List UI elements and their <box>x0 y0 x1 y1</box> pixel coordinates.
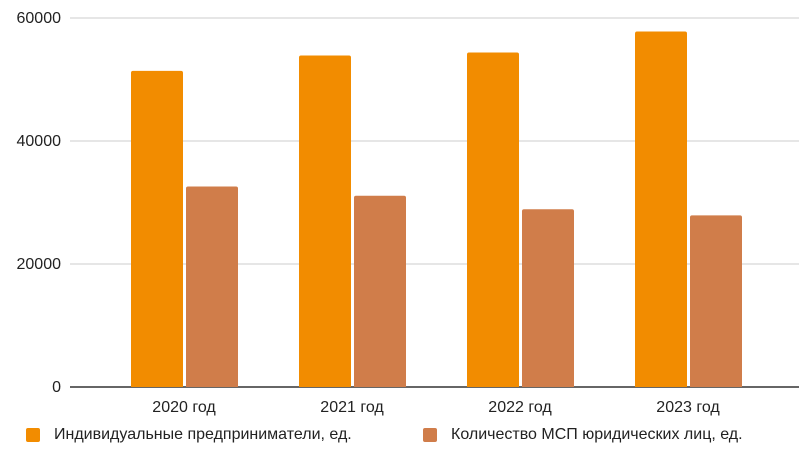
legend-label-sme-legal-entities: Количество МСП юридических лиц, ед. <box>451 426 743 443</box>
legend-swatch-sme-legal-entities <box>423 428 437 442</box>
legend-item-entrepreneurs: Индивидуальные предприниматели, ед. <box>26 426 352 444</box>
bar-sme-legal-entities-2 <box>522 209 574 387</box>
bar-sme-legal-entities-0 <box>186 186 238 387</box>
y-tick-label: 0 <box>52 379 61 396</box>
x-tick-labels: 2020 год 2021 год 2022 год 2023 год <box>152 399 720 416</box>
x-tick-label: 2021 год <box>320 399 384 416</box>
y-tick-label: 60000 <box>17 10 62 27</box>
bar-entrepreneurs-3 <box>635 31 687 388</box>
bars <box>131 31 742 388</box>
y-tick-label: 40000 <box>17 133 62 150</box>
bar-entrepreneurs-2 <box>467 52 519 387</box>
bar-sme-legal-entities-3 <box>690 215 742 387</box>
bar-sme-legal-entities-1 <box>354 195 406 387</box>
bar-chart: 0 20000 40000 60000 2020 год 2021 год 2022 го… <box>17 10 799 416</box>
legend-swatch-entrepreneurs <box>26 428 40 442</box>
legend-label-entrepreneurs: Индивидуальные предприниматели, ед. <box>54 426 352 443</box>
y-tick-labels: 0 20000 40000 60000 <box>17 10 62 396</box>
x-tick-label: 2023 год <box>656 399 720 416</box>
legend-item-sme-legal-entities: Количество МСП юридических лиц, ед. <box>423 426 743 444</box>
bar-entrepreneurs-0 <box>131 70 183 387</box>
x-tick-label: 2020 год <box>152 399 216 416</box>
y-tick-label: 20000 <box>17 256 62 273</box>
x-tick-label: 2022 год <box>488 399 552 416</box>
legend: Индивидуальные предприниматели, ед. Коли… <box>0 426 799 448</box>
bar-entrepreneurs-1 <box>299 55 351 387</box>
